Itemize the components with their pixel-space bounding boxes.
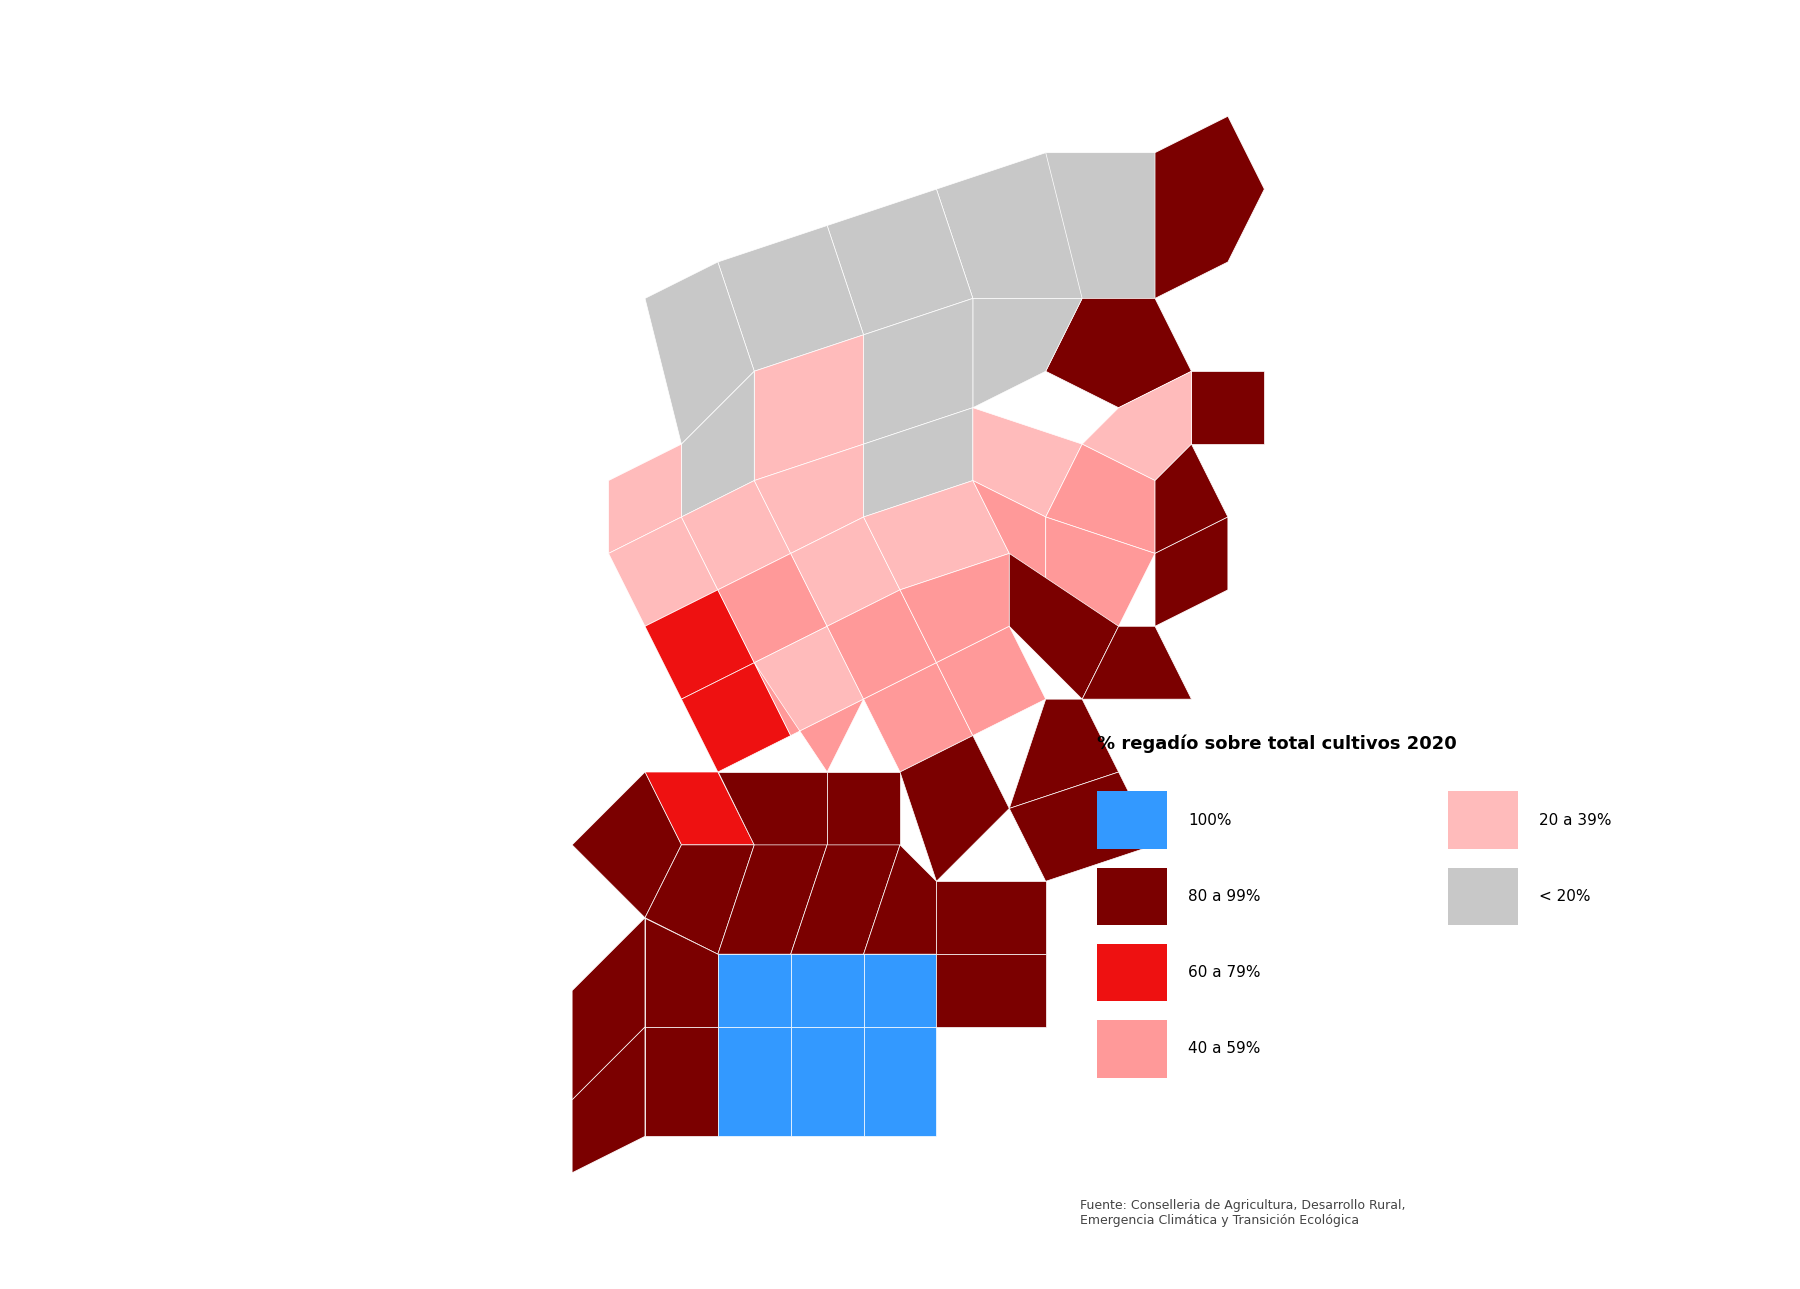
Polygon shape xyxy=(718,844,828,954)
Polygon shape xyxy=(644,590,754,699)
Polygon shape xyxy=(1046,445,1156,553)
Polygon shape xyxy=(644,772,754,844)
Polygon shape xyxy=(828,772,900,844)
Polygon shape xyxy=(1082,371,1192,481)
Polygon shape xyxy=(1156,517,1228,626)
Polygon shape xyxy=(790,844,900,954)
Polygon shape xyxy=(1010,699,1118,808)
Polygon shape xyxy=(972,298,1082,407)
Polygon shape xyxy=(644,918,718,1027)
Polygon shape xyxy=(828,590,936,699)
Polygon shape xyxy=(1082,626,1192,699)
Bar xyxy=(1096,1021,1166,1078)
Polygon shape xyxy=(1010,772,1156,882)
Polygon shape xyxy=(682,371,754,517)
Polygon shape xyxy=(718,553,828,663)
Text: 20 a 39%: 20 a 39% xyxy=(1539,812,1611,828)
Polygon shape xyxy=(608,445,682,553)
Polygon shape xyxy=(936,954,1046,1027)
Bar xyxy=(1447,867,1519,926)
Polygon shape xyxy=(936,626,1046,736)
Polygon shape xyxy=(1156,116,1264,298)
Polygon shape xyxy=(1192,371,1264,445)
Polygon shape xyxy=(644,844,754,954)
Polygon shape xyxy=(1010,553,1118,699)
Text: 100%: 100% xyxy=(1188,812,1231,828)
Polygon shape xyxy=(900,553,1010,663)
Polygon shape xyxy=(900,736,1010,882)
Polygon shape xyxy=(572,1027,644,1173)
Polygon shape xyxy=(718,226,864,371)
Polygon shape xyxy=(754,335,864,481)
Polygon shape xyxy=(572,772,682,918)
Polygon shape xyxy=(936,882,1046,954)
Polygon shape xyxy=(936,152,1118,298)
Bar xyxy=(1096,791,1166,848)
Polygon shape xyxy=(790,954,864,1027)
Polygon shape xyxy=(572,918,644,1100)
Polygon shape xyxy=(790,1027,864,1137)
Polygon shape xyxy=(790,517,900,626)
Polygon shape xyxy=(754,663,864,772)
Text: 40 a 59%: 40 a 59% xyxy=(1188,1042,1260,1057)
Polygon shape xyxy=(718,1027,790,1137)
Text: % regadío sobre total cultivos 2020: % regadío sobre total cultivos 2020 xyxy=(1096,735,1456,753)
Polygon shape xyxy=(864,481,1010,590)
Polygon shape xyxy=(754,445,864,553)
Polygon shape xyxy=(864,954,936,1027)
Polygon shape xyxy=(1156,445,1228,553)
Polygon shape xyxy=(1046,517,1156,626)
Polygon shape xyxy=(864,1027,936,1137)
Polygon shape xyxy=(608,517,718,626)
Polygon shape xyxy=(972,407,1082,517)
Polygon shape xyxy=(682,663,790,772)
Polygon shape xyxy=(864,298,972,445)
Polygon shape xyxy=(1046,152,1228,298)
Bar xyxy=(1096,944,1166,1002)
Polygon shape xyxy=(828,189,972,335)
Polygon shape xyxy=(864,663,972,772)
Polygon shape xyxy=(718,954,790,1027)
Bar xyxy=(1096,867,1166,926)
Polygon shape xyxy=(754,626,864,736)
Polygon shape xyxy=(1046,298,1192,407)
Polygon shape xyxy=(718,772,828,844)
Text: 60 a 79%: 60 a 79% xyxy=(1188,965,1260,980)
Polygon shape xyxy=(682,481,790,590)
Polygon shape xyxy=(864,407,972,517)
Bar xyxy=(1447,791,1519,848)
Polygon shape xyxy=(972,481,1046,590)
Polygon shape xyxy=(644,1027,718,1137)
Text: Fuente: Conselleria de Agricultura, Desarrollo Rural,
Emergencia Climática y Tra: Fuente: Conselleria de Agricultura, Desa… xyxy=(1080,1199,1406,1227)
Text: < 20%: < 20% xyxy=(1539,889,1591,904)
Text: 80 a 99%: 80 a 99% xyxy=(1188,889,1260,904)
Polygon shape xyxy=(644,262,754,445)
Polygon shape xyxy=(864,844,936,954)
